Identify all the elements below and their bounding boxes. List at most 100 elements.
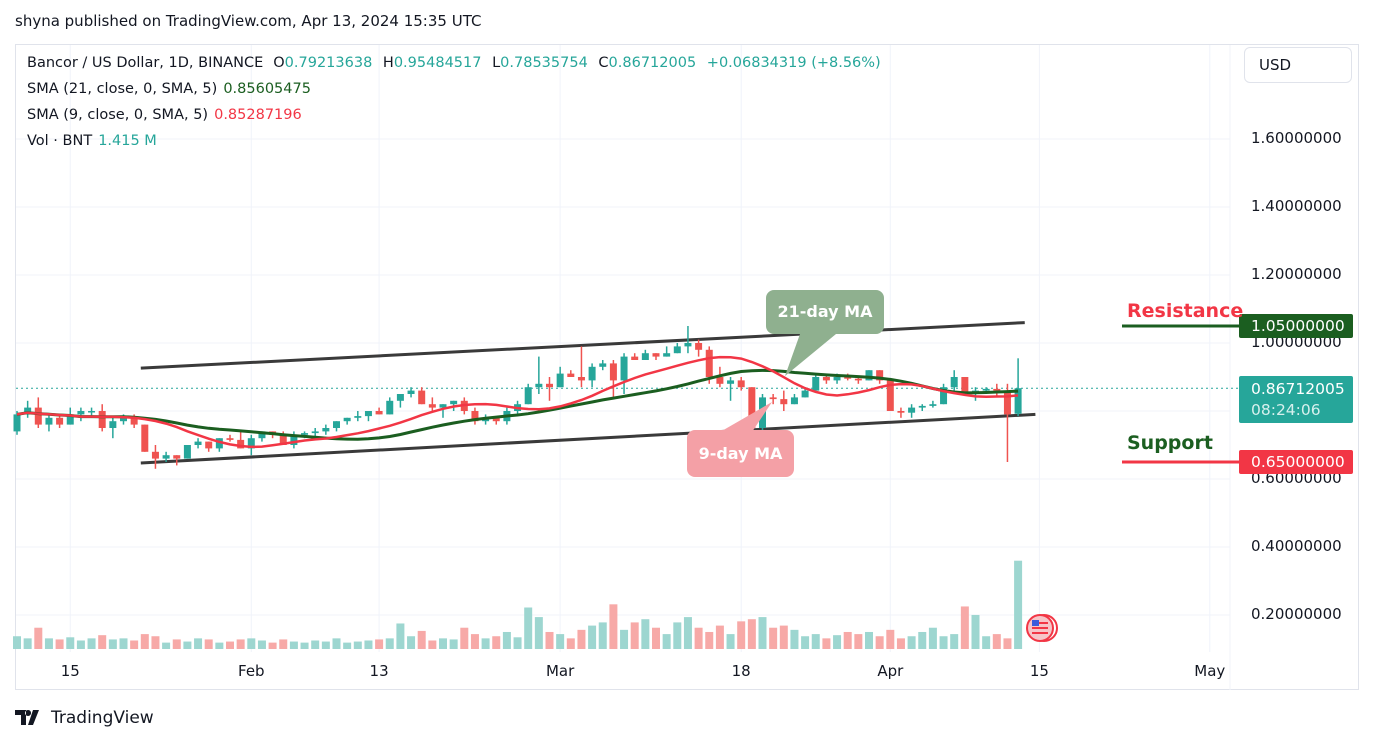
volume-bar (588, 625, 597, 649)
support-annotation: Support (1127, 432, 1213, 454)
candle-body (24, 407, 32, 415)
volume-bar (428, 640, 437, 649)
volume-bar (226, 641, 234, 649)
ma21-callout: 21-day MA (766, 290, 884, 334)
candle-body (748, 387, 756, 428)
volume-bar (683, 617, 692, 649)
volume-bar (822, 638, 831, 649)
candle-body (226, 438, 234, 440)
candle-body (950, 377, 958, 388)
candle-body (801, 390, 809, 398)
volume-bar (204, 639, 213, 649)
support-price-tag: 0.65000000 (1239, 450, 1353, 474)
volume-legend[interactable]: Vol · BNT 1.415 M (27, 133, 163, 149)
ma9-callout: 9-day MA (687, 430, 794, 477)
candle-body (769, 397, 777, 400)
last-price-tag: 0.86712005 08:24:06 (1239, 376, 1353, 423)
volume-bar (833, 635, 842, 649)
time-axis-label: 18 (731, 662, 751, 680)
candle-body (620, 356, 628, 381)
candle-body (684, 343, 692, 347)
volume-bar (66, 637, 75, 649)
candle-body (141, 424, 149, 452)
volume-bar (460, 627, 469, 649)
volume-label: Vol · BNT (27, 133, 93, 149)
candle-body (790, 397, 798, 405)
candle-body (940, 387, 948, 405)
volume-bar (939, 636, 948, 649)
volume-bar (215, 642, 224, 649)
volume-bar (385, 638, 394, 649)
volume-bar (737, 621, 746, 649)
volume-bar (172, 639, 181, 649)
volume-bar (918, 631, 927, 649)
candle-body (247, 438, 255, 449)
sma9-value: 0.85287196 (214, 107, 302, 123)
sma21-legend[interactable]: SMA (21, close, 0, SMA, 5) 0.85605475 (27, 81, 317, 97)
sma9-legend[interactable]: SMA (9, close, 0, SMA, 5) 0.85287196 (27, 107, 308, 123)
volume-bar (23, 638, 32, 649)
volume-bar (577, 629, 586, 649)
candle-body (695, 343, 703, 350)
volume-bar (268, 642, 277, 649)
candle-body (993, 388, 1001, 391)
volume-bar (960, 606, 969, 649)
volume-bar (257, 640, 266, 649)
candle-body (322, 428, 330, 432)
close-value: 0.86712005 (608, 55, 697, 71)
candle-body (34, 407, 42, 425)
candle-body (556, 373, 564, 388)
chart-frame[interactable] (15, 44, 1359, 690)
change-value: +0.06834319 (+8.56%) (706, 55, 881, 71)
candle-body (290, 434, 298, 445)
tradingview-logo[interactable]: TradingView (15, 708, 154, 728)
candle-body (524, 387, 532, 405)
volume-bar (1014, 560, 1023, 649)
volume-bar (481, 638, 490, 649)
time-axis-label: 13 (369, 662, 389, 680)
ma9-callout-pointer (720, 402, 772, 432)
volume-bar (247, 638, 256, 649)
volume-bar (375, 639, 384, 649)
candle-body (812, 377, 820, 391)
ma21-callout-pointer (785, 334, 836, 376)
volume-bar (1003, 638, 1012, 649)
volume-bar (865, 631, 873, 649)
volume-bar (715, 625, 724, 649)
candle-body (897, 411, 905, 413)
volume-bar (652, 627, 660, 649)
time-axis-label: Apr (877, 662, 904, 680)
volume-bar (811, 634, 820, 649)
volume-bar (854, 634, 863, 649)
candle-body (98, 411, 106, 428)
candle-body (716, 377, 724, 384)
candle-body (258, 431, 266, 439)
candle-body (428, 404, 436, 408)
candle-body (705, 349, 713, 377)
candle-body (77, 411, 85, 415)
volume-bar (130, 640, 139, 649)
candle-body (375, 411, 383, 415)
price-axis-label: 1.40000000 (1251, 197, 1342, 215)
volume-bar (886, 629, 895, 649)
candle-body (546, 383, 553, 388)
candle-body (961, 377, 969, 394)
volume-bar (694, 627, 703, 649)
volume-bar (364, 640, 373, 649)
volume-bar (769, 627, 778, 649)
volume-bar (289, 641, 298, 649)
candle-body (439, 404, 447, 408)
candle-body (364, 411, 372, 417)
volume-bar (971, 614, 980, 649)
candle-body (183, 445, 191, 459)
volume-bar (662, 634, 671, 649)
volume-bar (34, 627, 43, 649)
candle-body (780, 399, 788, 405)
close-label: C (598, 55, 609, 71)
time-axis-label: 15 (1029, 662, 1049, 680)
candle-body (652, 353, 660, 357)
volume-bar (502, 631, 511, 649)
candle-body (876, 370, 884, 381)
currency-button[interactable]: USD (1244, 47, 1352, 83)
